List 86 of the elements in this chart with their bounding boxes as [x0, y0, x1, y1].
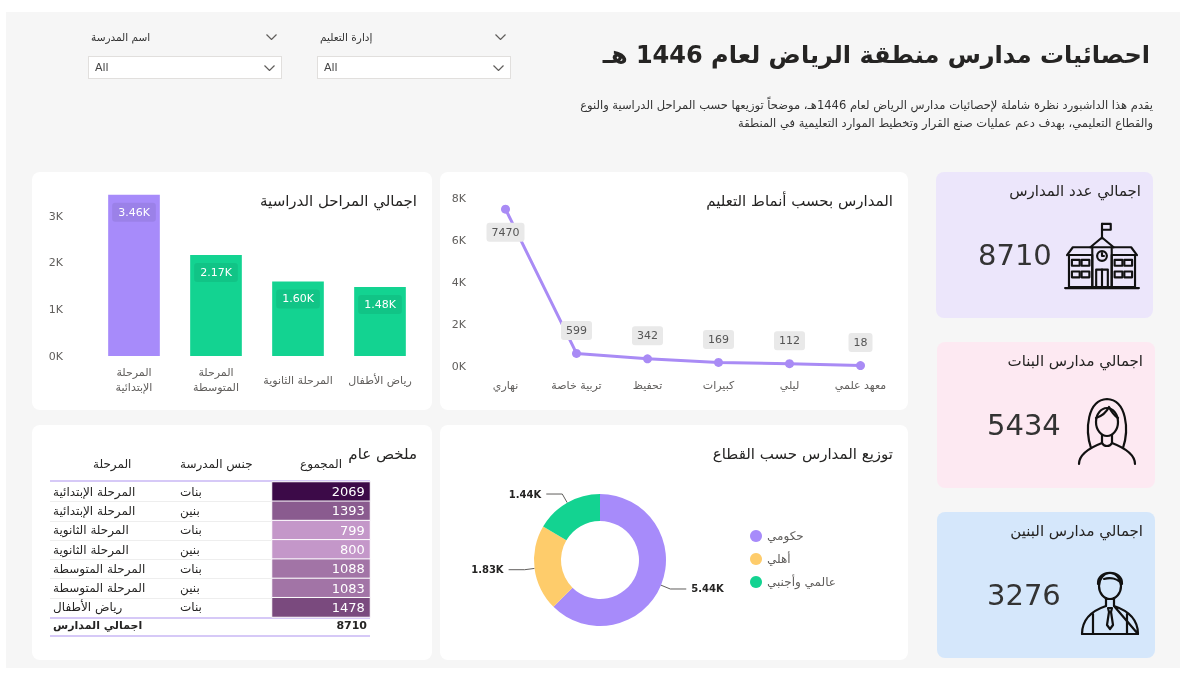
y-tick-label: 8K [451, 191, 467, 205]
chart-title: المدارس بحسب أنماط التعليم [706, 190, 894, 210]
y-tick-label: رياض الأطفال [53, 599, 123, 616]
x-tick-label: المرحلة الثانوية [263, 373, 333, 387]
x-tick-label: ليلي [779, 379, 800, 392]
data-label: 1.48K [364, 298, 397, 312]
chart-title: ملخص عام [348, 444, 418, 463]
data-label: 7470 [491, 225, 520, 239]
data-label: 3.46K [118, 205, 151, 219]
x-tick-label: معهد علمي [834, 379, 887, 392]
y2-axis-title: جنس المدرسة [180, 457, 253, 472]
x-tick-label: تربية خاصة [551, 379, 602, 392]
x-tick-label: رياض الأطفال [348, 372, 412, 387]
y-tick-label: 6K [451, 233, 467, 247]
text: 3276 [987, 578, 1061, 612]
text: اجمالي المدارس [53, 618, 143, 632]
chart-title: توزيع المدارس حسب القطاع [712, 444, 893, 463]
legend-label: حكومي [767, 529, 804, 544]
data-label: 1083 [331, 580, 365, 596]
bar [354, 287, 406, 356]
legend-label: عالمي وأجنبي [767, 574, 837, 590]
data-label: 169 [708, 332, 729, 346]
y2-tick-label: بنات [180, 484, 202, 499]
y2-tick-label: بنين [180, 581, 200, 597]
text: اجمالي مدارس البنين [1010, 522, 1143, 540]
y2-tick-label: بنين [180, 503, 200, 519]
bar [190, 254, 242, 356]
y-tick-label: 0K [451, 359, 467, 373]
y-tick-label: 3K [48, 209, 64, 223]
x-tick-label: كبيرات [702, 379, 735, 392]
y-tick-label: المرحلة المتوسطة [53, 581, 146, 597]
y-tick-label: 1K [48, 302, 64, 316]
y-tick-label: 4K [451, 275, 467, 289]
point [714, 357, 723, 367]
dropdown-field: All [317, 56, 511, 79]
point [785, 359, 794, 369]
y2-tick-label: بنات [180, 600, 202, 615]
data-label: 1.44K [508, 488, 543, 500]
x-tick-label: نهاري [492, 379, 519, 392]
data-label: 2.17K [200, 265, 233, 279]
bar [108, 194, 160, 356]
y-tick-label: 2K [451, 317, 467, 331]
text: إدارة التعليم [320, 31, 373, 43]
y-tick-label: المرحلة الإبتدائية [53, 484, 136, 500]
data-label: 112 [779, 334, 800, 348]
text: اسم المدرسة [91, 31, 151, 43]
data-label: 2069 [331, 484, 365, 500]
x-tick-label: المجموع [300, 457, 342, 472]
y-tick-label: 2K [48, 256, 64, 270]
y-tick-label: المرحلة الثانوية [53, 523, 129, 539]
x-tick-label: المرحلة المتوسطة [193, 366, 239, 394]
text: اجمالي مدارس البنات [1007, 352, 1143, 370]
text: 5434 [987, 408, 1061, 442]
text: 8710 [978, 238, 1052, 272]
text: 8710 [336, 618, 368, 632]
data-label: 1.83K [471, 564, 505, 576]
y-tick-label: المرحلة الثانوية [53, 542, 129, 558]
data-label: 1.60K [282, 292, 315, 306]
chart-title: اجمالي المراحل الدراسية [260, 191, 417, 211]
point [643, 354, 652, 364]
legend-label: أهلي [767, 551, 791, 566]
point [572, 348, 581, 358]
y2-tick-label: بنين [180, 542, 200, 558]
point [501, 204, 510, 214]
y2-tick-label: بنات [180, 561, 202, 576]
x-tick-label: تحفيظ [632, 379, 663, 392]
data-label: 599 [566, 323, 587, 337]
dropdown-field: All [88, 56, 282, 79]
text: احصائيات مدارس منطقة الرياض لعام 1446 هـ [602, 41, 1150, 69]
text: اجمالي عدد المدارس [1009, 182, 1141, 200]
data-label: 1088 [331, 561, 365, 577]
y-tick-label: 0K [48, 349, 64, 363]
data-label: 18 [853, 336, 868, 350]
data-label: 342 [637, 329, 658, 343]
point [856, 361, 865, 371]
text: يقدم هذا الداشبورد نظرة شاملة لإحصائيات مدارس الرياض لعام 1446هـ، موضحاً توزيعها حسب المراحل الدراسية والنوع والقطاع التعليمي، بهدف دعم عمليات صنع القرار وتخطيط الموارد التعليمية في المنطقة [579, 96, 1153, 132]
y2-tick-label: بنات [180, 523, 202, 538]
data-label: 1393 [331, 503, 365, 519]
data-label: 800 [339, 542, 365, 557]
bar [272, 281, 324, 356]
data-label: 5.44K [691, 583, 725, 595]
data-label: 799 [339, 522, 365, 538]
y-tick-label: المرحلة الإبتدائية [53, 503, 136, 519]
y-axis-title: المرحلة [93, 457, 132, 472]
data-label: 1478 [331, 599, 365, 615]
y-tick-label: المرحلة المتوسطة [53, 561, 146, 577]
